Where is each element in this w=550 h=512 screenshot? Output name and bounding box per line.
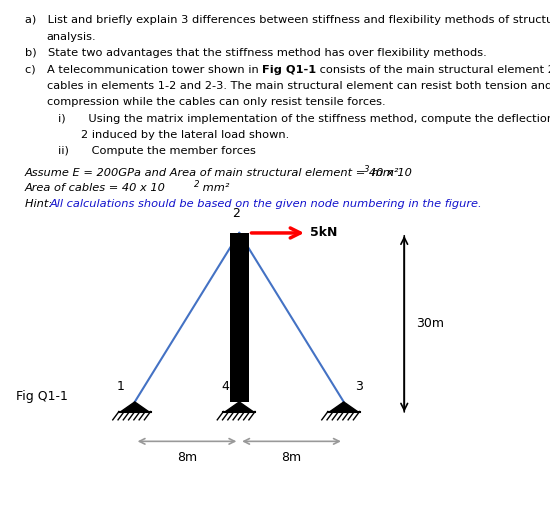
- Text: ii)  Compute the member forces: ii) Compute the member forces: [58, 146, 256, 157]
- Text: 2 induced by the lateral load shown.: 2 induced by the lateral load shown.: [81, 130, 290, 140]
- Text: 3: 3: [364, 165, 369, 174]
- Text: mm².: mm².: [368, 168, 402, 178]
- Text: Fig Q1-1: Fig Q1-1: [16, 390, 68, 403]
- Text: 8m: 8m: [177, 451, 197, 463]
- Text: 4: 4: [222, 380, 229, 393]
- Text: b) State two advantages that the stiffness method has over flexibility methods.: b) State two advantages that the stiffne…: [25, 48, 487, 58]
- Text: mm²: mm²: [199, 183, 229, 194]
- Text: 2: 2: [233, 207, 240, 220]
- Text: 30m: 30m: [416, 317, 444, 330]
- Text: compression while the cables can only resist tensile forces.: compression while the cables can only re…: [47, 97, 386, 108]
- Text: 8m: 8m: [282, 451, 301, 463]
- Text: Assume E = 200GPa and Area of main structural element = 40 x 10: Assume E = 200GPa and Area of main struc…: [25, 168, 412, 178]
- Text: c) A telecommunication tower shown in: c) A telecommunication tower shown in: [25, 65, 262, 75]
- Text: All calculations should be based on the given node numbering in the figure.: All calculations should be based on the …: [50, 199, 483, 209]
- Polygon shape: [330, 402, 358, 412]
- Text: Area of cables = 40 x 10: Area of cables = 40 x 10: [25, 183, 166, 194]
- Text: 2: 2: [194, 180, 200, 189]
- Text: 5kN: 5kN: [310, 226, 337, 240]
- Text: consists of the main structural element 2-4 and: consists of the main structural element …: [316, 65, 550, 75]
- Polygon shape: [121, 402, 148, 412]
- Text: 3: 3: [355, 380, 363, 393]
- Text: i)  Using the matrix implementation of the stiffness method, compute the deflect: i) Using the matrix implementation of th…: [58, 114, 550, 124]
- Text: analysis.: analysis.: [47, 32, 96, 42]
- Text: Fig Q1-1: Fig Q1-1: [262, 65, 316, 75]
- Bar: [230, 233, 249, 402]
- Polygon shape: [226, 402, 253, 412]
- Text: a) List and briefly explain 3 differences between stiffness and flexibility meth: a) List and briefly explain 3 difference…: [25, 15, 550, 26]
- Text: Hint:: Hint:: [25, 199, 56, 209]
- Text: 1: 1: [117, 380, 125, 393]
- Text: cables in elements 1-2 and 2-3. The main structural element can resist both tens: cables in elements 1-2 and 2-3. The main…: [47, 81, 550, 91]
